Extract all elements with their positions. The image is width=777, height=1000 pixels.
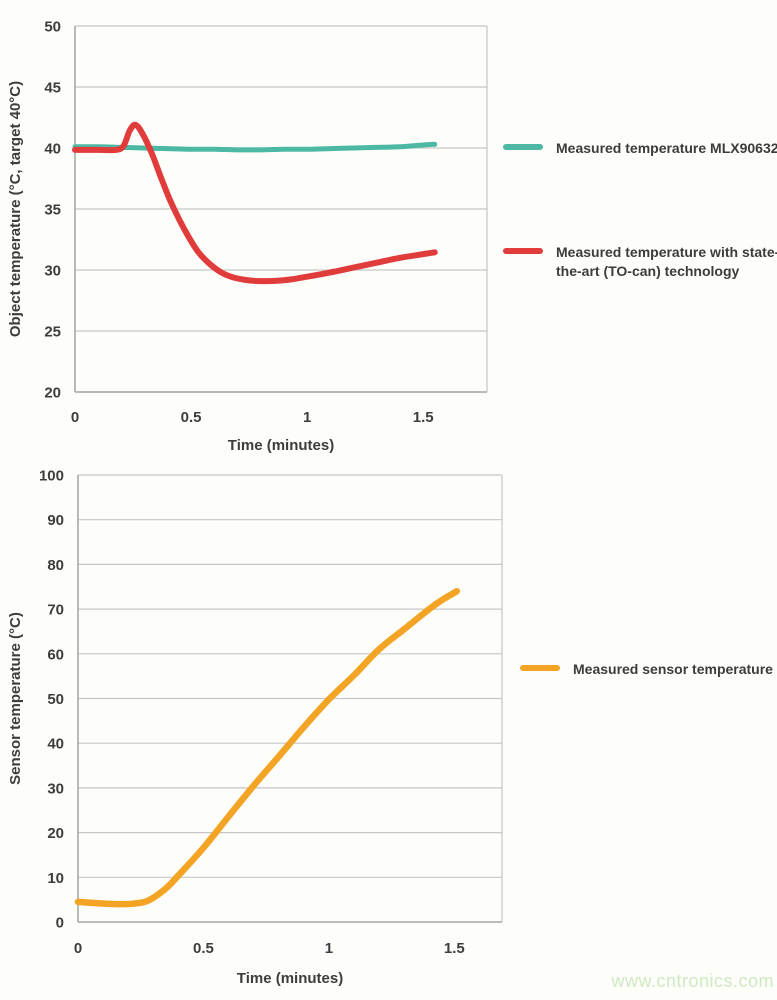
- series-line-1: [74, 587, 461, 908]
- red-line-swatch: [503, 248, 543, 254]
- series-line-2: [72, 121, 438, 285]
- legend-item-sensor: Measured sensor temperature: [520, 660, 773, 679]
- x-tick-label: 0.5: [193, 940, 214, 957]
- legend-item-to-can: Measured temperature with state-of-the-a…: [503, 243, 777, 281]
- x-tick-label: 0: [71, 409, 79, 426]
- x-tick-label: 0.5: [181, 409, 202, 426]
- sensor-temperature-chart: 0 10 20 30 40 50 60 70 80 90 100 0 0.5 1 1.5 Time (minu…: [7, 468, 503, 987]
- y-tick-label: 60: [47, 646, 64, 663]
- y-tick-label: 10: [47, 870, 64, 887]
- y-axis-title: Sensor temperature (°C): [7, 612, 24, 785]
- y-tick-label: 40: [47, 736, 64, 753]
- x-tick-label: 1: [303, 409, 311, 426]
- x-axis-title: Time (minutes): [228, 437, 334, 454]
- y-tick-label: 50: [44, 19, 61, 36]
- x-tick-label: 1.5: [444, 940, 465, 957]
- y-tick-label: 35: [44, 202, 61, 219]
- y-tick-label: 40: [44, 141, 61, 158]
- series-line-1: [72, 141, 438, 153]
- x-tick-label: 1.5: [413, 409, 434, 426]
- object-temperature-chart: 20 25 30 35 40 45 50 0 0.5 1 1.5 Time (minutes) Obje…: [7, 19, 488, 454]
- y-tick-label: 100: [39, 468, 64, 485]
- y-tick-label: 25: [44, 324, 61, 341]
- y-tick-label: 50: [47, 691, 64, 708]
- x-tick-label: 1: [325, 940, 333, 957]
- y-tick-label: 80: [47, 557, 64, 574]
- teal-line-swatch: [503, 144, 543, 150]
- legend-label: Measured sensor temperature: [573, 661, 773, 677]
- y-tick-label: 30: [47, 780, 64, 797]
- y-tick-label: 90: [47, 512, 64, 529]
- y-tick-label: 70: [47, 602, 64, 619]
- y-tick-label: 20: [44, 385, 61, 402]
- legend-item-mlx90632: Measured temperature MLX90632: [503, 139, 777, 158]
- y-tick-label: 30: [44, 263, 61, 280]
- watermark: www.cntronics.com: [611, 971, 774, 991]
- orange-line-swatch: [520, 665, 560, 671]
- x-tick-label: 0: [74, 940, 82, 957]
- y-tick-label: 20: [47, 825, 64, 842]
- x-axis-title: Time (minutes): [237, 970, 343, 987]
- y-tick-label: 45: [44, 80, 61, 97]
- y-tick-label: 0: [56, 915, 64, 932]
- legend-label: Measured temperature with state-of-the-a…: [556, 244, 777, 279]
- y-axis-title: Object temperature (°C, target 40°C): [7, 81, 24, 337]
- legend-label: Measured temperature MLX90632: [556, 140, 777, 156]
